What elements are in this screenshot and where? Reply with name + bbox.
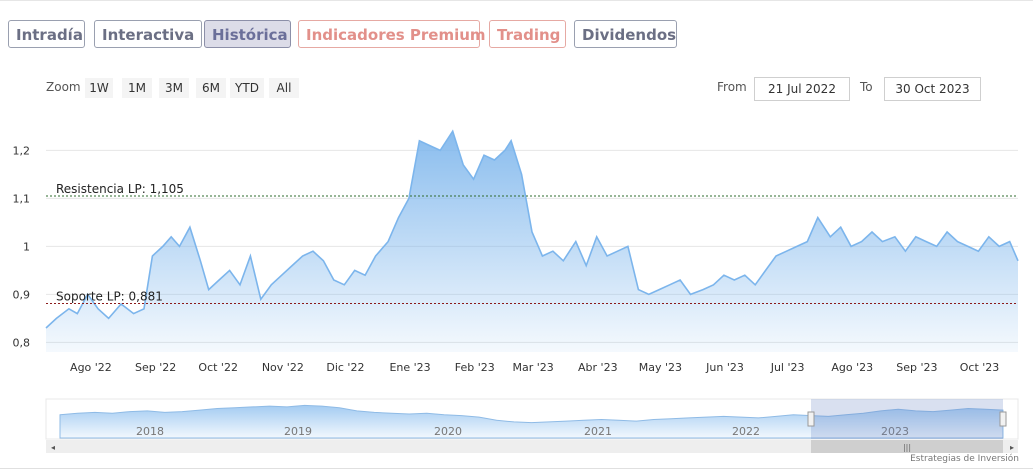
zoom-1w-button[interactable]: 1W: [85, 78, 113, 98]
to-label: To: [860, 80, 873, 94]
zoom-6m-button[interactable]: 6M: [196, 78, 226, 98]
tab-intradia[interactable]: Intradía: [8, 20, 85, 48]
navigator-right-handle[interactable]: [999, 411, 1007, 427]
price-area: [46, 131, 1018, 352]
y-tick-label: 0,8: [13, 336, 31, 349]
scrollbar-thumb[interactable]: [811, 440, 1003, 453]
tab-historica[interactable]: Histórica: [204, 20, 291, 48]
x-tick-label: Sep '23: [896, 361, 937, 374]
scroll-right-arrow-icon[interactable]: ▸: [1010, 443, 1014, 452]
bottom-divider: [0, 468, 1033, 469]
navigator[interactable]: 2018 2019 2020 2021 2022 2023 ||| ◂ ▸: [45, 398, 1019, 453]
x-tick-label: Nov '22: [262, 361, 304, 374]
navigator-year-label: 2021: [584, 425, 612, 438]
x-tick-label: Oct '23: [960, 361, 1000, 374]
to-date-input[interactable]: 30 Oct 2023: [884, 77, 981, 101]
scrollbar-track[interactable]: [46, 440, 1018, 453]
top-divider: [0, 0, 1033, 6]
y-tick-label: 1: [23, 240, 30, 253]
scroll-left-arrow-icon[interactable]: ◂: [51, 443, 55, 452]
scrollbar-grip-icon: |||: [903, 443, 911, 452]
x-tick-label: Jun '23: [705, 361, 744, 374]
navigator-year-label: 2020: [434, 425, 462, 438]
navigator-year-labels: 2018 2019 2020 2021 2022 2023: [136, 425, 909, 438]
support-label: Soporte LP: 0,881: [56, 290, 163, 304]
x-tick-label: Ago '23: [831, 361, 873, 374]
x-tick-label: Sep '22: [135, 361, 176, 374]
tab-interactiva[interactable]: Interactiva: [94, 20, 202, 48]
x-tick-label: Feb '23: [455, 361, 495, 374]
tab-dividendos[interactable]: Dividendos: [574, 20, 677, 48]
x-tick-label: Mar '23: [513, 361, 554, 374]
support-resistance-lines: Resistencia LP: 1,105 Soporte LP: 0,881: [46, 182, 1018, 305]
from-date-input[interactable]: 21 Jul 2022: [754, 77, 850, 101]
x-tick-label: Abr '23: [578, 361, 618, 374]
zoom-label: Zoom: [46, 80, 81, 94]
navigator-year-label: 2023: [881, 425, 909, 438]
tab-trading[interactable]: Trading: [489, 20, 566, 48]
x-tick-label: Ago '22: [70, 361, 112, 374]
from-label: From: [717, 80, 747, 94]
x-axis-labels: Ago '22 Sep '22 Oct '22 Nov '22 Dic '22 Ene '…: [70, 361, 999, 374]
zoom-all-button[interactable]: All: [269, 78, 299, 98]
x-tick-label: Dic '22: [326, 361, 364, 374]
x-tick-label: May '23: [639, 361, 682, 374]
resistance-label: Resistencia LP: 1,105: [56, 182, 184, 196]
navigator-left-handle[interactable]: [807, 411, 815, 427]
navigator-year-label: 2018: [136, 425, 164, 438]
navigator-year-label: 2022: [732, 425, 760, 438]
navigator-selection[interactable]: [811, 399, 1003, 439]
x-tick-label: Jul '23: [770, 361, 805, 374]
y-tick-label: 1,1: [13, 192, 31, 205]
tab-indicadores-premium[interactable]: Indicadores Premium: [298, 20, 486, 48]
footer-credit: Estrategias de Inversión: [910, 454, 1019, 464]
price-line: [45, 129, 1019, 329]
navigator-year-label: 2019: [284, 425, 312, 438]
y-tick-label: 0,9: [13, 288, 31, 301]
y-axis-labels: 0,8 0,9 1 1,1 1,2: [13, 144, 31, 349]
zoom-ytd-button[interactable]: YTD: [230, 78, 264, 98]
y-tick-label: 1,2: [13, 144, 31, 157]
navigator-area: [59, 404, 1004, 439]
x-tick-label: Oct '22: [198, 361, 238, 374]
zoom-1m-button[interactable]: 1M: [122, 78, 152, 98]
x-tick-label: Ene '23: [389, 361, 430, 374]
zoom-3m-button[interactable]: 3M: [159, 78, 189, 98]
